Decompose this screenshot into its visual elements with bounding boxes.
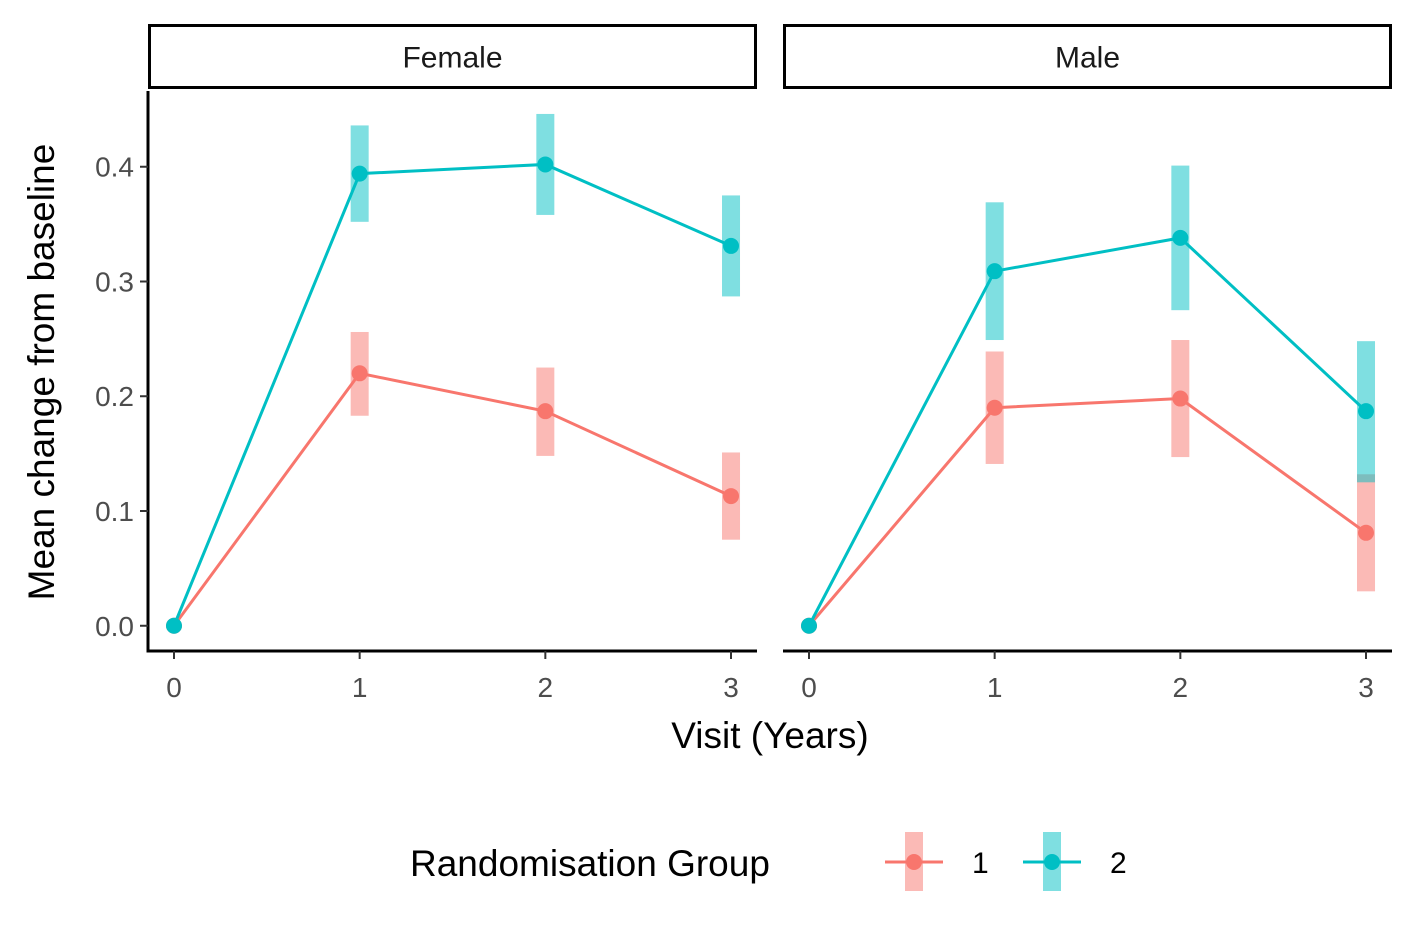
- data-point-group-2: [351, 165, 368, 182]
- facet-panels: Female 0.0 0.1 0.2 0.3 0.4 0 1 2 3 Male 0 1 2 3: [95, 24, 1392, 703]
- x-tick-label: 2: [1173, 672, 1189, 703]
- y-tick-label: 0.4: [95, 152, 134, 183]
- x-axis-title: Visit (Years): [671, 715, 868, 756]
- data-point-group-2: [800, 617, 817, 634]
- data-point-group-1: [723, 488, 740, 505]
- legend-title: Randomisation Group: [410, 843, 770, 884]
- data-point-group-2: [1172, 229, 1189, 246]
- y-tick-label: 0.2: [95, 381, 134, 412]
- data-point-group-1: [1172, 390, 1189, 407]
- legend-key-point: [906, 854, 922, 870]
- data-point-group-2: [165, 617, 182, 634]
- panel-female: Female 0.0 0.1 0.2 0.3 0.4 0 1 2 3: [95, 24, 757, 703]
- data-point-group-1: [1358, 524, 1375, 541]
- data-point-group-2: [1358, 403, 1375, 420]
- y-axis-title: Mean change from baseline: [21, 144, 62, 601]
- data-point-group-2: [537, 156, 554, 173]
- data-point-group-1: [351, 365, 368, 382]
- data-point-group-2: [986, 263, 1003, 280]
- legend: Randomisation Group 1 2: [410, 832, 1127, 891]
- panel-male: Male 0 1 2 3: [783, 24, 1392, 703]
- facet-strip: [783, 24, 1392, 89]
- data-point-group-1: [986, 399, 1003, 416]
- x-tick-label: 1: [987, 672, 1003, 703]
- series-line-group-2: [172, 162, 732, 627]
- x-tick-label: 1: [352, 672, 368, 703]
- x-tick-label: 0: [801, 672, 817, 703]
- facet-strip-label: Male: [1055, 42, 1120, 75]
- series-line-group-2: [807, 236, 1368, 627]
- x-tick-label: 0: [166, 672, 182, 703]
- y-tick-label: 0.0: [95, 611, 134, 642]
- series-line-group-1: [172, 371, 732, 627]
- x-tick-label: 3: [1358, 672, 1374, 703]
- x-tick-label: 2: [538, 672, 554, 703]
- data-point-group-2: [723, 237, 740, 254]
- facet-strip-label: Female: [402, 42, 502, 75]
- facet-strip: [148, 24, 757, 89]
- x-tick-label: 3: [723, 672, 739, 703]
- legend-key-point: [1044, 854, 1060, 870]
- legend-label: 1: [972, 847, 989, 880]
- data-point-group-1: [537, 403, 554, 420]
- legend-label: 2: [1110, 847, 1127, 880]
- series-line-group-1: [807, 397, 1367, 627]
- y-tick-label: 0.1: [95, 496, 134, 527]
- y-tick-label: 0.3: [95, 266, 134, 297]
